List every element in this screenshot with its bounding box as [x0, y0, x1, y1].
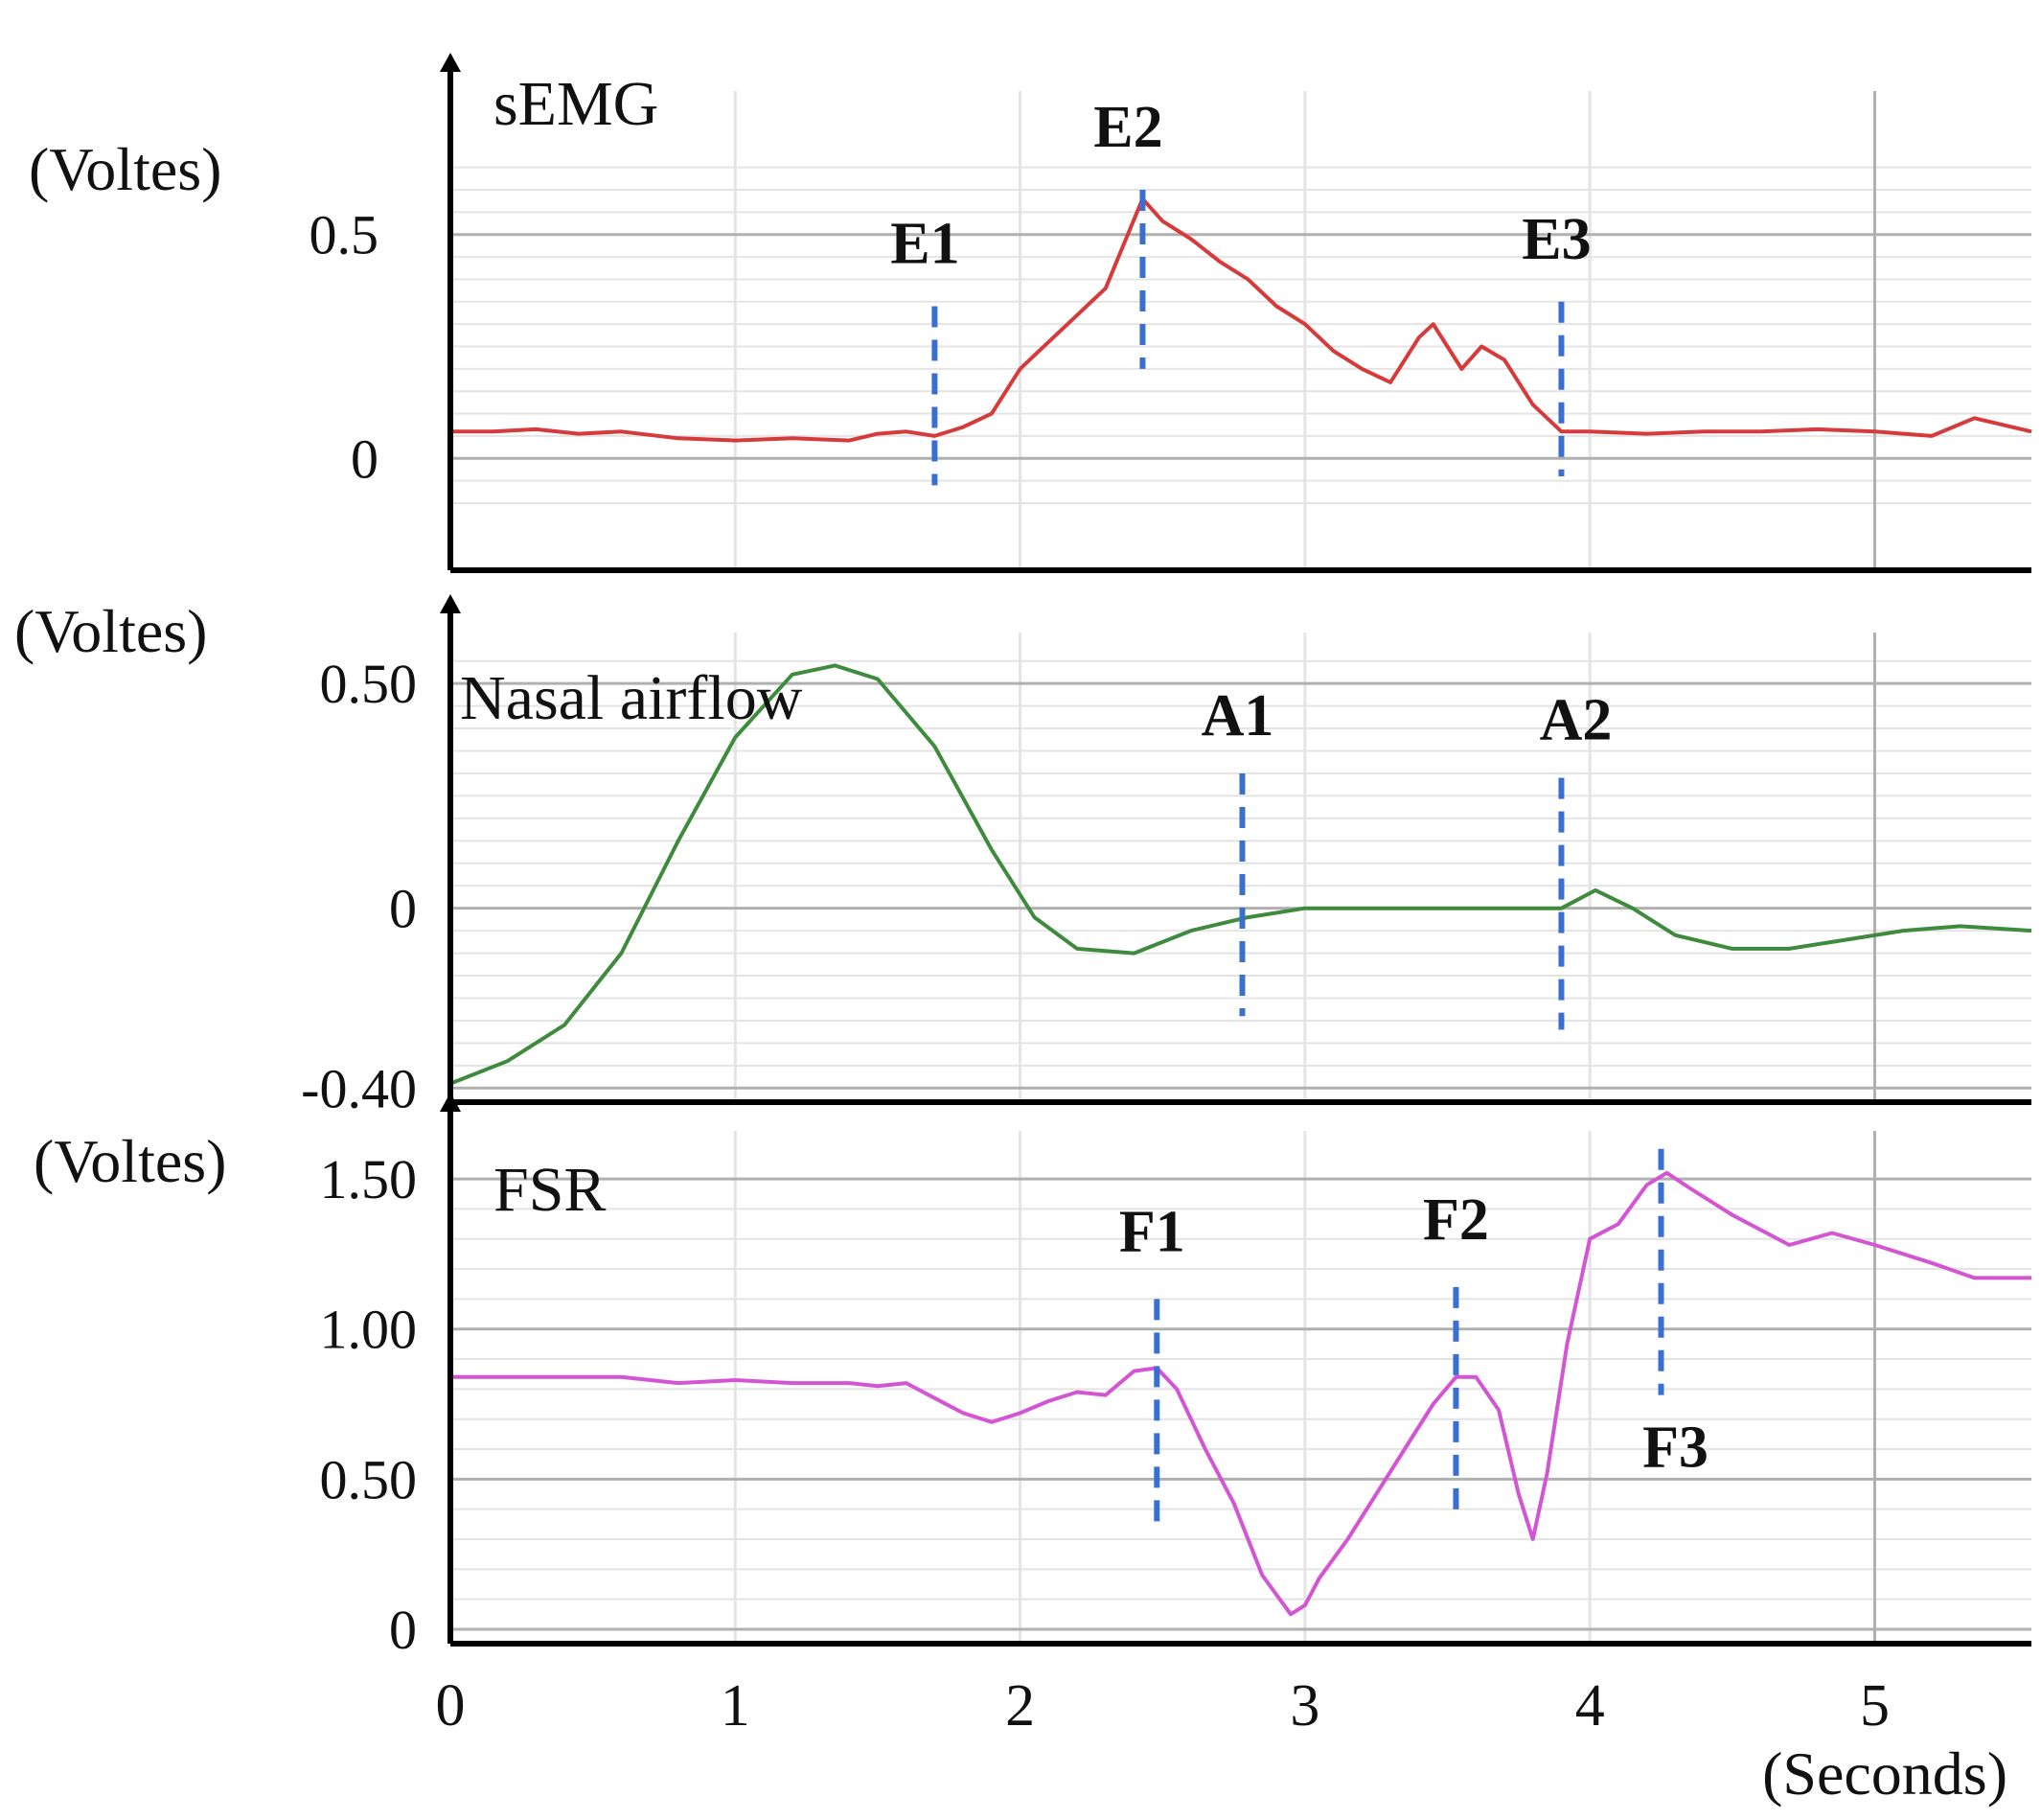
fsr-ytick-label: 0.50 [320, 1448, 418, 1510]
x-tick-label: 5 [1860, 1673, 1890, 1739]
marker-e2-label: E2 [1093, 95, 1162, 160]
fsr-y-axis-arrow [440, 1093, 461, 1112]
fsr-series-line [450, 1170, 2031, 1617]
semg-ytick-label: 0.5 [310, 204, 379, 266]
semg-series-line [450, 196, 2032, 443]
x-tick-label: 4 [1575, 1673, 1605, 1739]
marker-a1-label: A1 [1202, 683, 1274, 749]
fsr-ytick-label: 1.50 [320, 1148, 418, 1210]
x-tick-label: 1 [721, 1673, 750, 1739]
nasal-ytick-label: -0.40 [301, 1057, 417, 1119]
marker-f3-label: F3 [1642, 1416, 1708, 1481]
semg-y-axis-arrow [440, 53, 461, 72]
fsr-ytick-label: 1.00 [320, 1299, 418, 1361]
marker-f2-label: F2 [1423, 1187, 1489, 1253]
x-tick-label: 3 [1290, 1673, 1319, 1739]
nasal-series-line [449, 663, 2032, 1086]
x-tick-label: 0 [436, 1673, 466, 1739]
marker-f1-label: F1 [1119, 1199, 1185, 1264]
nasal-ytick-label: 0 [389, 878, 417, 940]
marker-e3-label: E3 [1522, 207, 1591, 272]
semg-unit-label: (Voltes) [29, 135, 221, 203]
nasal-y-axis-arrow [440, 594, 461, 613]
fsr-ytick-label: 0 [389, 1599, 417, 1661]
marker-e1-label: E1 [890, 211, 959, 276]
x-tick-label: 2 [1005, 1673, 1035, 1739]
fsr-unit-label: (Voltes) [34, 1127, 226, 1195]
marker-a2-label: A2 [1540, 688, 1613, 753]
nasal-ytick-label: 0.50 [320, 653, 418, 715]
nasal-panel-title: Nasal airflow [460, 663, 803, 733]
nasal-unit-label: (Voltes) [14, 597, 207, 665]
x-axis-label: (Seconds) [1762, 1739, 2007, 1808]
semg-panel-title: sEMG [493, 69, 658, 139]
fsr-panel-title: FSR [493, 1155, 606, 1225]
semg-ytick-label: 0 [351, 427, 378, 490]
